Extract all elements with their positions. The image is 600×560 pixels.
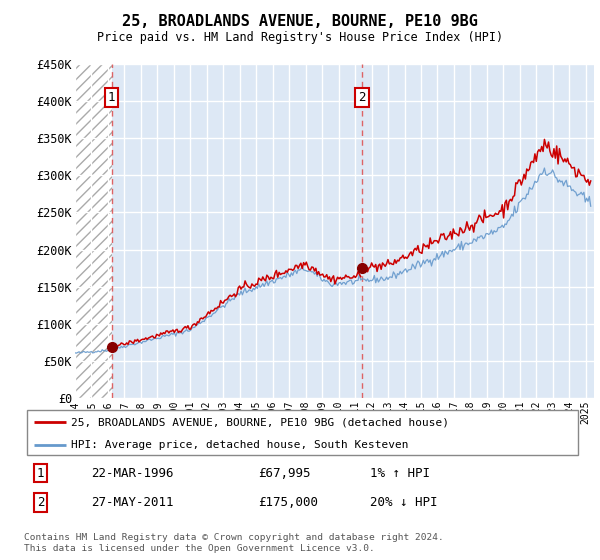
Text: 25, BROADLANDS AVENUE, BOURNE, PE10 9BG: 25, BROADLANDS AVENUE, BOURNE, PE10 9BG <box>122 14 478 29</box>
Text: HPI: Average price, detached house, South Kesteven: HPI: Average price, detached house, Sout… <box>71 440 409 450</box>
Text: £175,000: £175,000 <box>259 496 319 509</box>
FancyBboxPatch shape <box>27 410 578 455</box>
Text: 1: 1 <box>37 466 44 480</box>
Text: Contains HM Land Registry data © Crown copyright and database right 2024.
This d: Contains HM Land Registry data © Crown c… <box>24 533 444 553</box>
Bar <box>75 64 112 398</box>
Text: 1: 1 <box>108 91 115 104</box>
Text: £67,995: £67,995 <box>259 466 311 480</box>
Text: Price paid vs. HM Land Registry's House Price Index (HPI): Price paid vs. HM Land Registry's House … <box>97 31 503 44</box>
Text: 22-MAR-1996: 22-MAR-1996 <box>91 466 173 480</box>
Text: 25, BROADLANDS AVENUE, BOURNE, PE10 9BG (detached house): 25, BROADLANDS AVENUE, BOURNE, PE10 9BG … <box>71 417 449 427</box>
Text: 1% ↑ HPI: 1% ↑ HPI <box>370 466 430 480</box>
Text: 2: 2 <box>358 91 365 104</box>
Text: 27-MAY-2011: 27-MAY-2011 <box>91 496 173 509</box>
Text: 20% ↓ HPI: 20% ↓ HPI <box>370 496 437 509</box>
Text: 2: 2 <box>37 496 44 509</box>
